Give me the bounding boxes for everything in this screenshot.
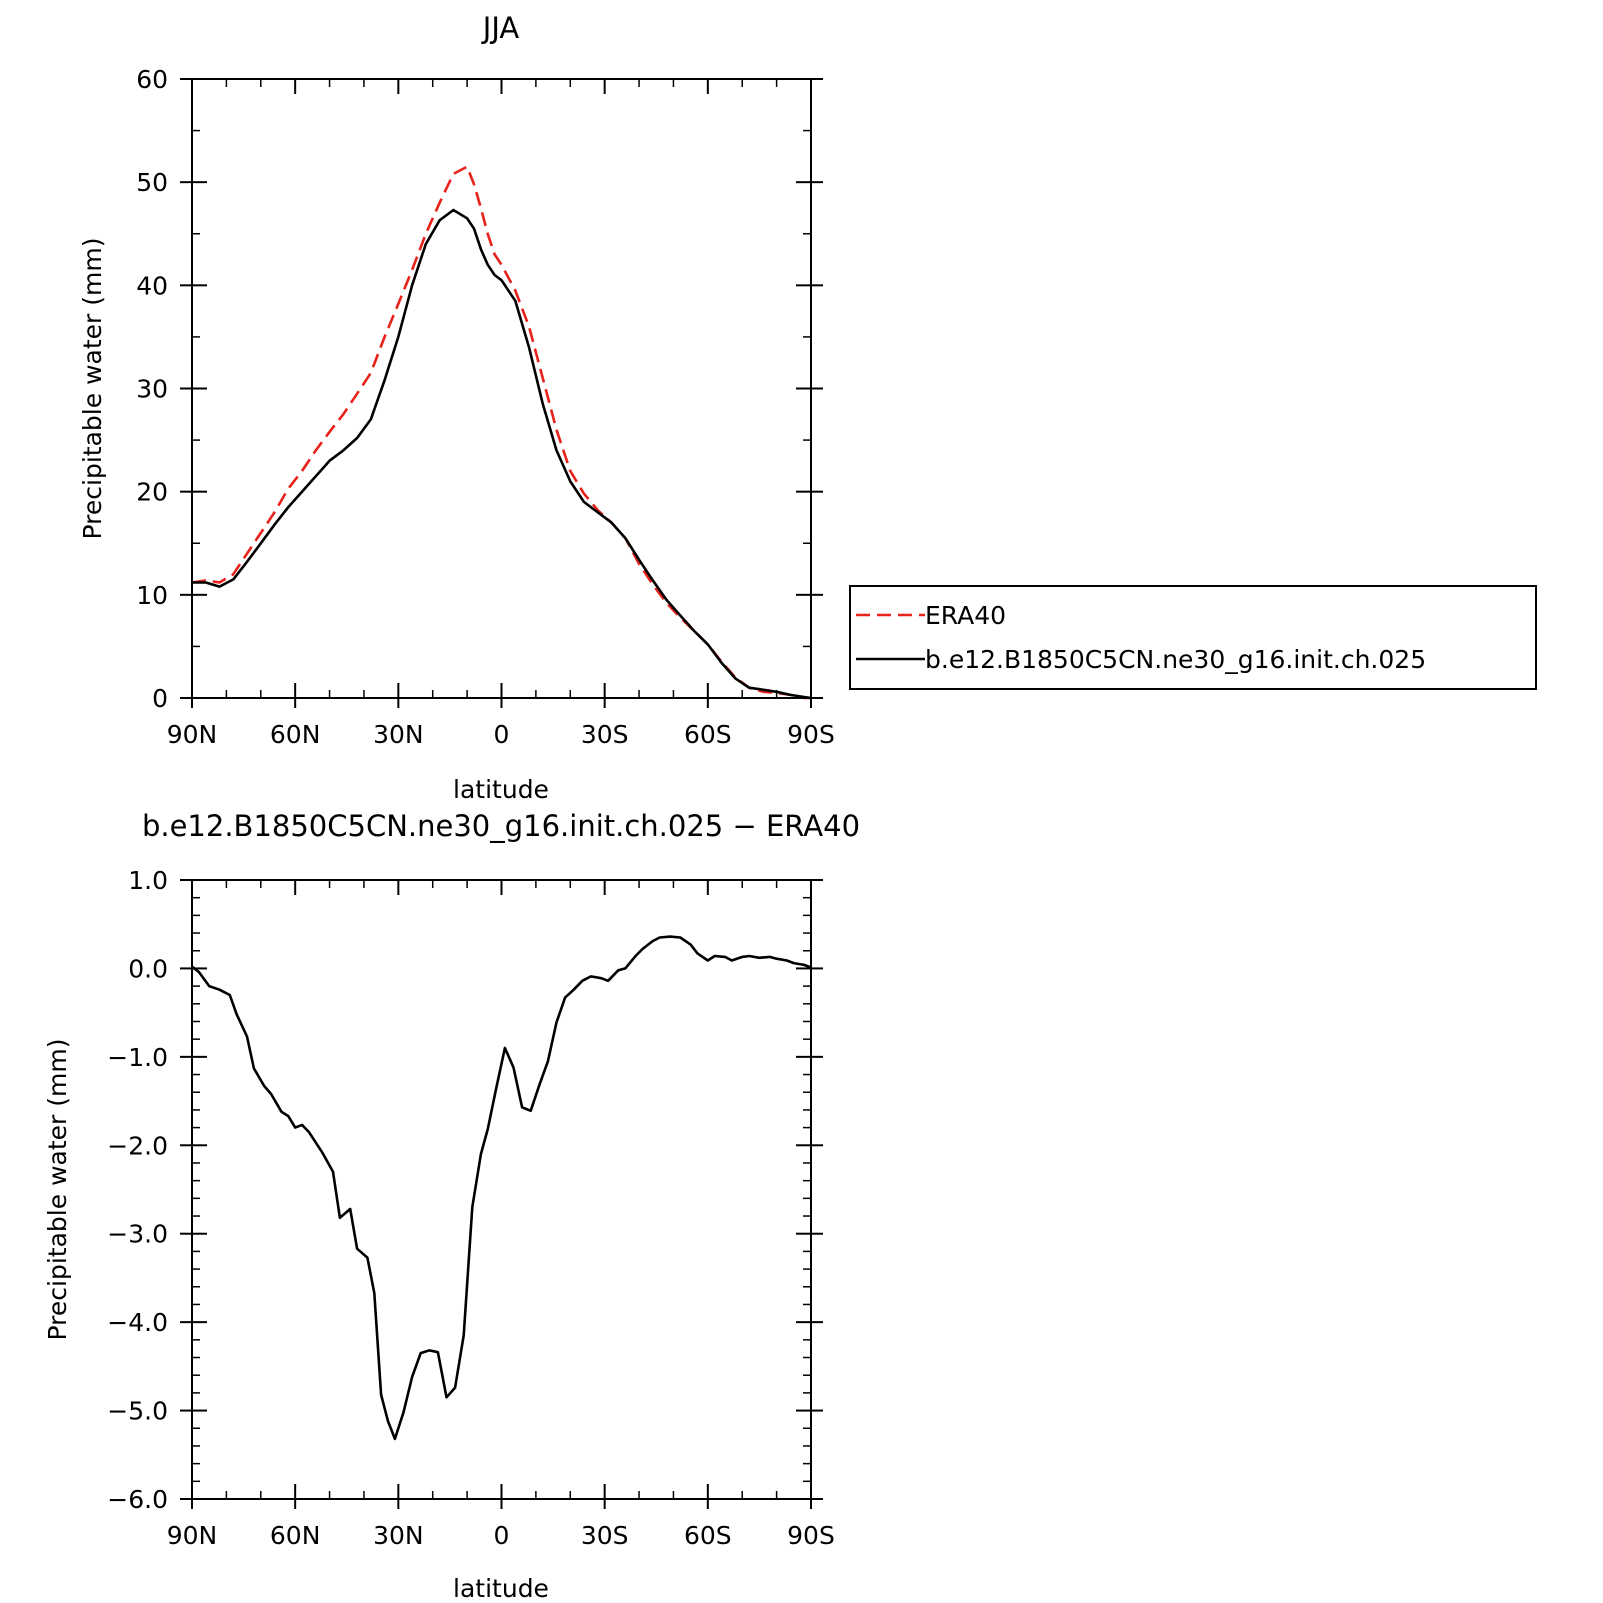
top-series-line-b-e12-b1850c5cn-ne30-g16-init-ch-025 [192,208,812,700]
top-x-tick-label: 90S [787,720,835,749]
top-axis-ticks: 90N 60N 30N 0 30S 60S 90S 0 10 20 30 40 50 60 [136,65,835,749]
legend-label-era40: ERA40 [925,601,1006,630]
bottom-y-tick-label: −1.0 [107,1043,168,1072]
bottom-x-tick-label: 90N [167,1521,218,1550]
bottom-x-axis-label: latitude [453,1574,549,1603]
top-y-tick-label: 50 [136,168,168,197]
bottom-series-line-0 [191,935,812,1441]
bottom-plot-marks [191,935,812,1441]
top-y-tick-label: 0 [152,684,168,713]
bottom-y-tick-label: −4.0 [107,1308,168,1337]
legend: ERA40 b.e12.B1850C5CN.ne30_g16.init.ch.0… [849,585,1537,690]
top-y-tick-label: 20 [136,478,168,507]
bottom-x-tick-label: 90S [787,1521,835,1550]
top-x-tick-label: 0 [494,720,510,749]
top-panel: JJA 90N 60N 30N 0 30S 60S 90S 0 10 20 30 40 50 60 lat… [78,11,835,804]
top-y-tick-label: 10 [136,581,168,610]
bottom-x-tick-label: 60S [684,1521,732,1550]
bottom-y-tick-label: −3.0 [107,1220,168,1249]
top-y-tick-label: 60 [136,65,168,94]
bottom-y-tick-label: 1.0 [128,866,168,895]
bottom-x-tick-label: 30S [581,1521,629,1550]
top-plot-frame [191,78,812,699]
top-y-axis-label: Precipitable water (mm) [78,238,107,540]
top-plot-marks [191,165,812,700]
legend-box [849,585,1537,690]
top-x-tick-label: 30N [373,720,424,749]
top-series-line-era40 [191,165,811,700]
bottom-x-tick-label: 60N [270,1521,321,1550]
bottom-y-tick-label: −6.0 [107,1485,168,1514]
bottom-x-tick-label: 30N [373,1521,424,1550]
bottom-panel: b.e12.B1850C5CN.ne30_g16.init.ch.025 − E… [43,809,860,1603]
top-chart-title: JJA [481,11,520,45]
bottom-y-axis-label: Precipitable water (mm) [43,1039,72,1341]
top-y-tick-label: 30 [136,375,168,404]
bottom-axis-ticks: 90N 60N 30N 0 30S 60S 90S 1.0 0.0 −1.0 −2.0 −3.0 −4.… [107,866,835,1550]
bottom-y-tick-label: 0.0 [128,954,168,983]
bottom-x-tick-label: 0 [494,1521,510,1550]
bottom-y-tick-label: −5.0 [107,1397,168,1426]
top-x-tick-label: 60N [270,720,321,749]
bottom-chart-title: b.e12.B1850C5CN.ne30_g16.init.ch.025 − E… [142,809,860,843]
legend-label-model: b.e12.B1850C5CN.ne30_g16.init.ch.025 [925,645,1426,674]
top-x-tick-label: 90N [167,720,218,749]
bottom-y-tick-label: −2.0 [107,1131,168,1160]
top-x-tick-label: 30S [581,720,629,749]
top-x-tick-label: 60S [684,720,732,749]
bottom-plot-frame [191,879,812,1500]
top-x-axis-label: latitude [453,775,549,804]
top-y-tick-label: 40 [136,271,168,300]
